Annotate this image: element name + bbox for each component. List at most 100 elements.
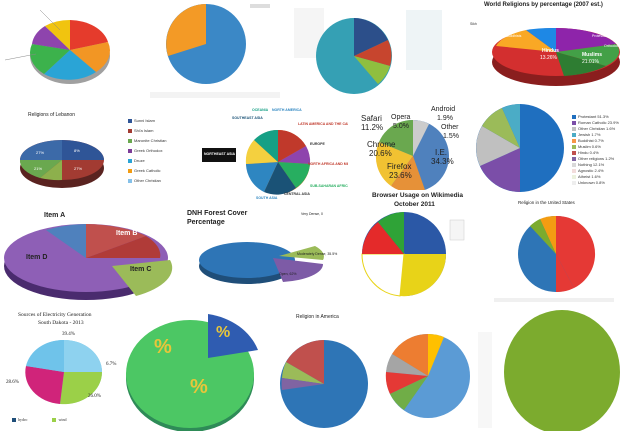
label-other-pct: 1.5% — [443, 133, 459, 140]
tile-religion-america[interactable]: Religion in America — [266, 312, 376, 431]
region-label: NORTH AFRICA AND MIDDLE EAST — [308, 162, 348, 166]
label-catholics-pct: 16.99% — [578, 25, 595, 31]
region-label: OCEANIA — [252, 108, 269, 112]
pct-label: 27% — [36, 150, 45, 155]
legend-item: Muslim 0.6% — [578, 144, 601, 149]
pie-chart-icon — [375, 119, 449, 193]
tile-electricity[interactable]: Sources of Electricity Generation South … — [4, 310, 124, 430]
pct-wind: 26.0% — [88, 394, 101, 399]
label-android: Android — [431, 106, 456, 113]
tile-two-color-pie[interactable] — [150, 0, 280, 100]
label-other: Other — [441, 124, 459, 131]
tile-teal-pie[interactable] — [290, 0, 450, 97]
pie-chart-icon — [4, 224, 173, 300]
label-firefox-pct: 23.6% — [389, 171, 412, 180]
label-nonreligious: Non religious — [522, 20, 543, 24]
tile-browser-usage[interactable]: Safari 11.2% Opera 5.0% Android 1.9% Oth… — [355, 104, 467, 200]
chart-title: DNH Forest Cover — [187, 210, 248, 217]
chart-title: Browser Usage on Wikimedia — [372, 192, 463, 199]
legend-item: Atheist 1.6% — [578, 174, 601, 179]
tile-lebanon[interactable]: Religions of Lebanon 27% 27% 21% 8% Sunn… — [10, 108, 185, 200]
pie-chart-icon — [504, 310, 620, 431]
pct-coal: 28.6% — [6, 380, 19, 385]
pct-gas: 6.7% — [106, 362, 117, 367]
tile-pie-long-legend[interactable] — [378, 310, 498, 431]
pie-chart-icon — [150, 4, 280, 98]
label-safari: Safari — [361, 114, 382, 123]
pct-label: 27% — [74, 166, 83, 171]
region-label: SOUTHEAST ASIA — [232, 116, 263, 120]
legend-item: Hindu 0.4% — [578, 150, 599, 155]
tile-items-pie[interactable]: Item A Item B Item C Item D — [0, 208, 175, 308]
label-orthodox: Orthodox — [604, 44, 619, 48]
label-open: Open, 62% — [279, 272, 297, 276]
label-item-a: Item A — [44, 212, 66, 219]
tile-us-religions[interactable]: Protestant 51.3% Roman Catholic 23.9% Ot… — [472, 100, 630, 196]
legend-item: Jewish 1.7% — [578, 132, 601, 137]
label-chrome-pct: 20.6% — [369, 149, 392, 158]
chart-title: Religions of Lebanon — [28, 112, 75, 118]
legend-item: Unknown 0.8% — [578, 180, 605, 185]
pie-chart-icon — [494, 215, 614, 302]
chart-title: Sources of Electricity Generation — [18, 312, 92, 318]
chart-subtitle: Percentage — [187, 219, 225, 226]
label-moderately-dense: Moderately Dense, 35.5% — [297, 252, 338, 256]
chart-subtitle: October 2011 — [394, 201, 435, 208]
pie-chart-icon — [294, 8, 442, 94]
pie-chart-icon — [476, 104, 564, 192]
legend-item: Maronite Christian — [134, 138, 167, 143]
label-item-d: Item D — [26, 254, 48, 261]
legend-item: Other Christian — [134, 178, 161, 183]
pie-chart-icon — [280, 340, 368, 428]
tile-browser-wiki[interactable]: Browser Usage on Wikimedia October 2011 — [350, 190, 472, 308]
label-chrome: Chrome — [367, 140, 396, 149]
region-label: SOUTH ASIA — [256, 196, 278, 200]
tile-religion-us[interactable]: Religion in the United States — [478, 196, 630, 308]
legend-item: Other Christian 1.6% — [578, 126, 616, 131]
legend-item: Roman Catholic 23.9% — [578, 120, 619, 125]
legend-item: hydro — [18, 417, 28, 422]
label-hindus: Hindus — [542, 48, 559, 54]
label-item-c: Item C — [130, 266, 152, 273]
label-hindus-pct: 13.26% — [540, 55, 557, 61]
tile-percent-pie[interactable]: % % % — [124, 310, 260, 431]
chart-title: Religion in America — [296, 314, 339, 320]
pct-label: 8% — [74, 148, 80, 153]
tile-world-religions[interactable]: World Religions by percentage (2007 est.… — [466, 0, 630, 95]
label-sikh: Sikh — [470, 22, 477, 26]
legend: Protestant 51.3% Roman Catholic 23.9% Ot… — [572, 114, 619, 186]
region-label: EUROPE — [310, 142, 325, 146]
region-label: NORTH AMERICA — [272, 108, 302, 112]
label-unknown: Unknown — [558, 14, 573, 18]
legend-item: wind — [58, 417, 67, 422]
tile-top-left-pie[interactable] — [0, 0, 124, 97]
pie-chart-icon — [25, 339, 103, 405]
pct-symbol: % — [154, 336, 172, 358]
pie-chart-icon — [202, 129, 311, 195]
legend: Sunni Islam Shi'a Islam Maronite Christi… — [128, 118, 166, 188]
chart-title: World Religions by percentage (2007 est.… — [484, 2, 603, 8]
label-nonreligious-pct: 11.77% — [526, 25, 538, 29]
label-android-pct: 1.9% — [437, 115, 453, 122]
legend-item: Shi'a Islam — [134, 128, 154, 133]
pct-symbol: % — [216, 324, 231, 341]
pie-chart-icon — [126, 314, 258, 431]
label-muslims-pct: 21.01% — [582, 59, 599, 65]
label-item-b: Item B — [116, 230, 138, 237]
label-protestants: Protestants 5.78% — [592, 34, 621, 38]
tile-dnh-forest[interactable]: DNH Forest Cover Percentage Very Dense, … — [183, 208, 343, 304]
pie-chart-icon — [385, 332, 492, 428]
legend-item: Sunni Islam — [134, 118, 155, 123]
label-opera: Opera — [391, 114, 411, 121]
pie-chart-icon — [4, 9, 110, 84]
pie-chart-icon — [361, 212, 465, 297]
legend-item: Other religions 1.2% — [578, 156, 615, 161]
tile-green-circle[interactable] — [496, 310, 630, 431]
label-ie: I.E. — [435, 148, 448, 157]
tile-world-regions[interactable]: SOUTHEAST ASIA OCEANIA NORTH AMERICA LAT… — [198, 104, 348, 204]
legend-item: Buddhist 0.7% — [578, 138, 604, 143]
region-label: SUB-SAHARAN AFRICA — [310, 184, 348, 188]
legend-item: Nothing 12.1% — [578, 162, 605, 167]
label-buddhists: Buddhists — [506, 34, 522, 38]
pie-chart-icon — [19, 140, 104, 188]
